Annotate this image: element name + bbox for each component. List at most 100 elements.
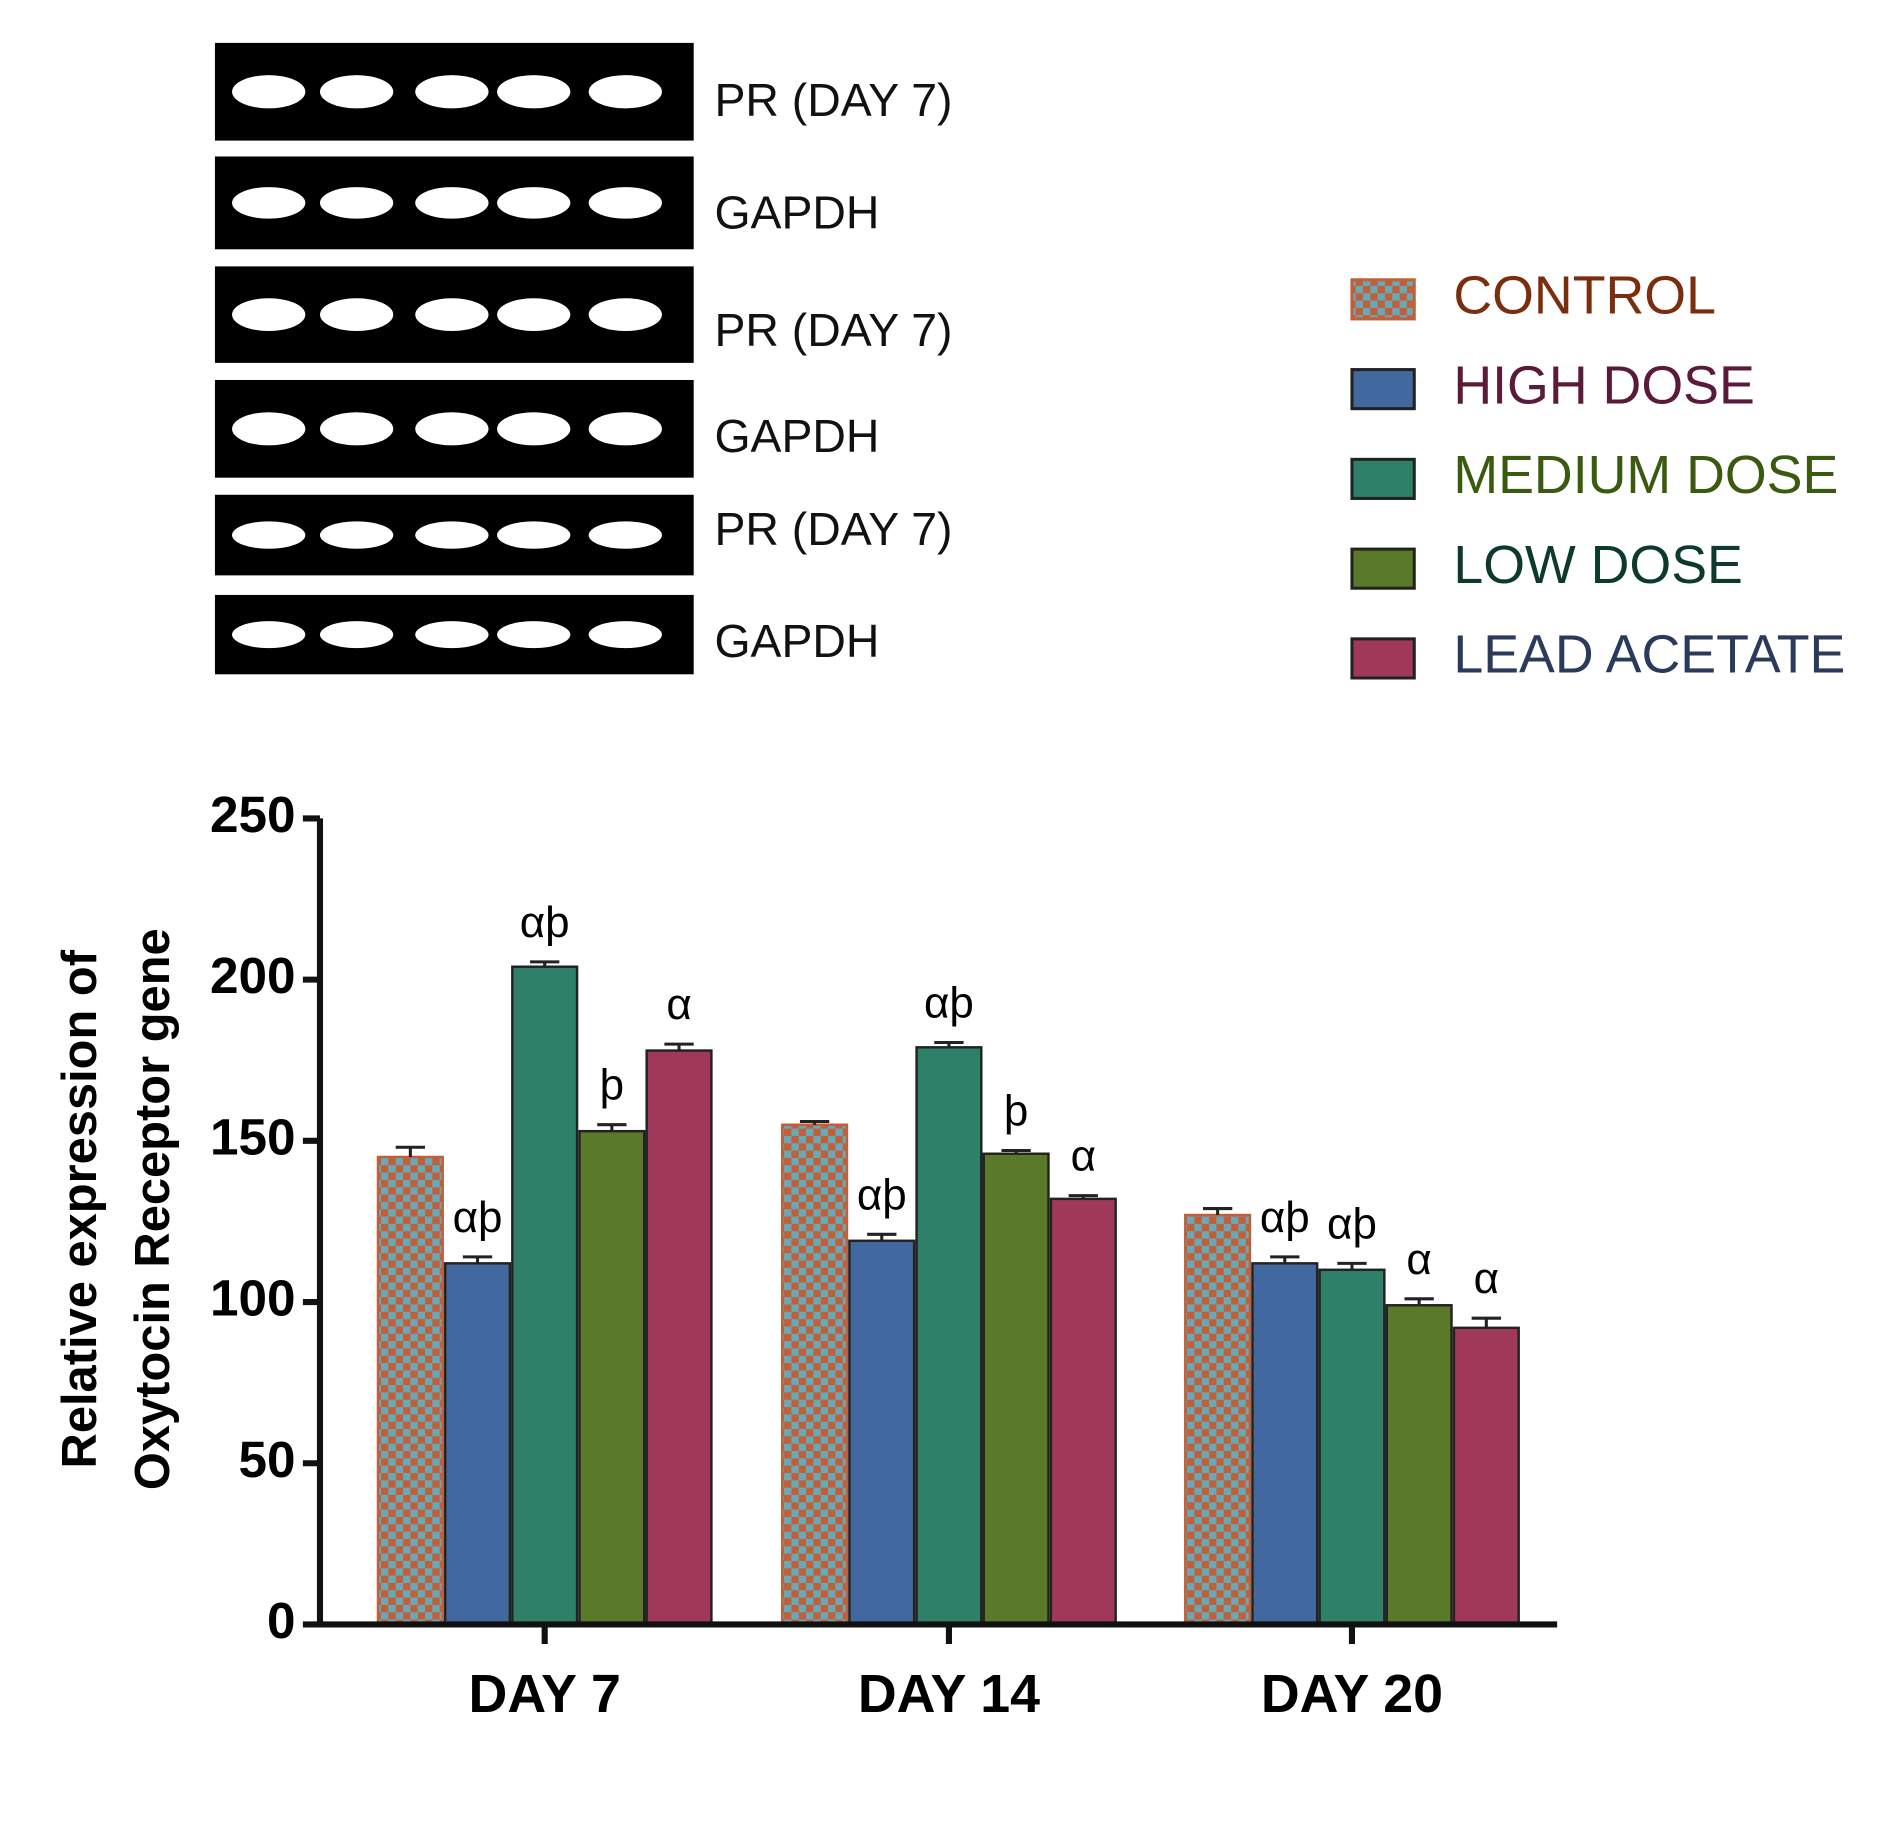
bar — [1318, 1268, 1386, 1626]
significance-label: α — [666, 980, 691, 1029]
bar — [781, 1123, 849, 1626]
significance-label: αþ — [453, 1193, 503, 1242]
band — [232, 412, 306, 446]
band — [319, 298, 394, 332]
band — [232, 75, 306, 109]
significance-label: þ — [1004, 1086, 1028, 1135]
bar — [1452, 1326, 1520, 1626]
bar — [376, 1155, 444, 1626]
band — [588, 621, 662, 649]
error-bar — [462, 1255, 493, 1264]
band — [319, 75, 394, 109]
legend-label: HIGH DOSE — [1453, 355, 1754, 415]
band — [497, 621, 571, 649]
band — [232, 621, 306, 649]
error-bar — [395, 1145, 426, 1157]
blot-label: GAPDH — [714, 615, 879, 667]
legend-label: LEAD ACETATE — [1453, 625, 1845, 685]
error-bar — [799, 1119, 830, 1125]
band — [588, 75, 662, 109]
legend-label: CONTROL — [1453, 266, 1716, 326]
y-tick-label: 250 — [210, 786, 296, 843]
bar — [1184, 1213, 1252, 1626]
y-tick-label: 200 — [210, 947, 296, 1004]
blot-label: GAPDH — [714, 187, 879, 239]
error-bar — [867, 1232, 897, 1241]
band — [497, 298, 571, 332]
band — [497, 412, 571, 446]
bar — [848, 1239, 916, 1626]
error-bar — [1471, 1316, 1501, 1328]
y-axis-label: Relative expression of — [53, 949, 107, 1468]
y-tick-label: 100 — [210, 1270, 296, 1327]
band — [232, 298, 306, 332]
bar — [443, 1262, 512, 1626]
x-tick-label: DAY 7 — [469, 1664, 621, 1724]
band — [415, 521, 489, 549]
band — [319, 187, 394, 219]
legend-label: LOW DOSE — [1453, 535, 1743, 595]
significance-label: αþ — [1260, 1193, 1310, 1242]
error-bar — [1001, 1148, 1031, 1154]
band — [415, 621, 489, 649]
y-tick-label: 0 — [267, 1592, 296, 1649]
blot-label: PR (DAY 7) — [714, 503, 952, 555]
bar — [1385, 1304, 1453, 1626]
error-bar — [1404, 1297, 1434, 1306]
band — [588, 187, 662, 219]
band — [319, 521, 394, 549]
error-bar — [934, 1040, 964, 1048]
band — [415, 75, 489, 109]
band — [232, 187, 306, 219]
legend-swatch — [1350, 637, 1416, 680]
error-bar — [1270, 1255, 1300, 1264]
error-bar — [1337, 1261, 1367, 1270]
x-tick-label: DAY 14 — [858, 1664, 1040, 1724]
error-bar — [597, 1123, 627, 1132]
significance-label: αþ — [924, 978, 974, 1027]
error-bar — [1068, 1194, 1098, 1199]
band — [588, 298, 662, 332]
legend-swatch — [1350, 278, 1416, 321]
bar — [1049, 1197, 1117, 1626]
blot-label: PR (DAY 7) — [714, 304, 952, 356]
band — [497, 187, 571, 219]
y-tick-label: 50 — [239, 1431, 296, 1488]
significance-label: þ — [600, 1061, 624, 1110]
error-bar — [1202, 1207, 1233, 1215]
significance-label: α — [1071, 1132, 1096, 1181]
blot-label: PR (DAY 7) — [714, 74, 952, 126]
band — [232, 521, 306, 549]
significance-label: αþ — [857, 1170, 907, 1219]
significance-label: α — [1474, 1254, 1499, 1303]
band — [319, 621, 394, 649]
x-tick-label: DAY 20 — [1261, 1664, 1443, 1724]
legend-label: MEDIUM DOSE — [1453, 445, 1838, 505]
legend-swatch — [1350, 457, 1416, 500]
band — [497, 521, 571, 549]
error-bar — [530, 960, 560, 967]
band — [319, 412, 394, 446]
bar — [511, 965, 579, 1626]
bar — [645, 1049, 713, 1626]
band — [415, 187, 489, 219]
blot-label: GAPDH — [714, 410, 879, 462]
significance-label: αþ — [1327, 1199, 1377, 1248]
band — [588, 521, 662, 549]
band — [497, 75, 571, 109]
legend-swatch — [1350, 368, 1416, 411]
bar — [1251, 1262, 1319, 1626]
band — [588, 412, 662, 446]
error-bar — [664, 1042, 694, 1051]
significance-label: α — [1406, 1235, 1431, 1284]
y-axis-label: Oxytocin Receptor gene — [126, 928, 180, 1490]
band — [415, 412, 489, 446]
bar — [982, 1152, 1050, 1626]
significance-label: αþ — [520, 898, 570, 947]
legend-swatch — [1350, 547, 1416, 590]
y-tick-label: 150 — [210, 1108, 296, 1165]
bar — [578, 1129, 646, 1626]
bar — [915, 1046, 983, 1626]
band — [415, 298, 489, 332]
